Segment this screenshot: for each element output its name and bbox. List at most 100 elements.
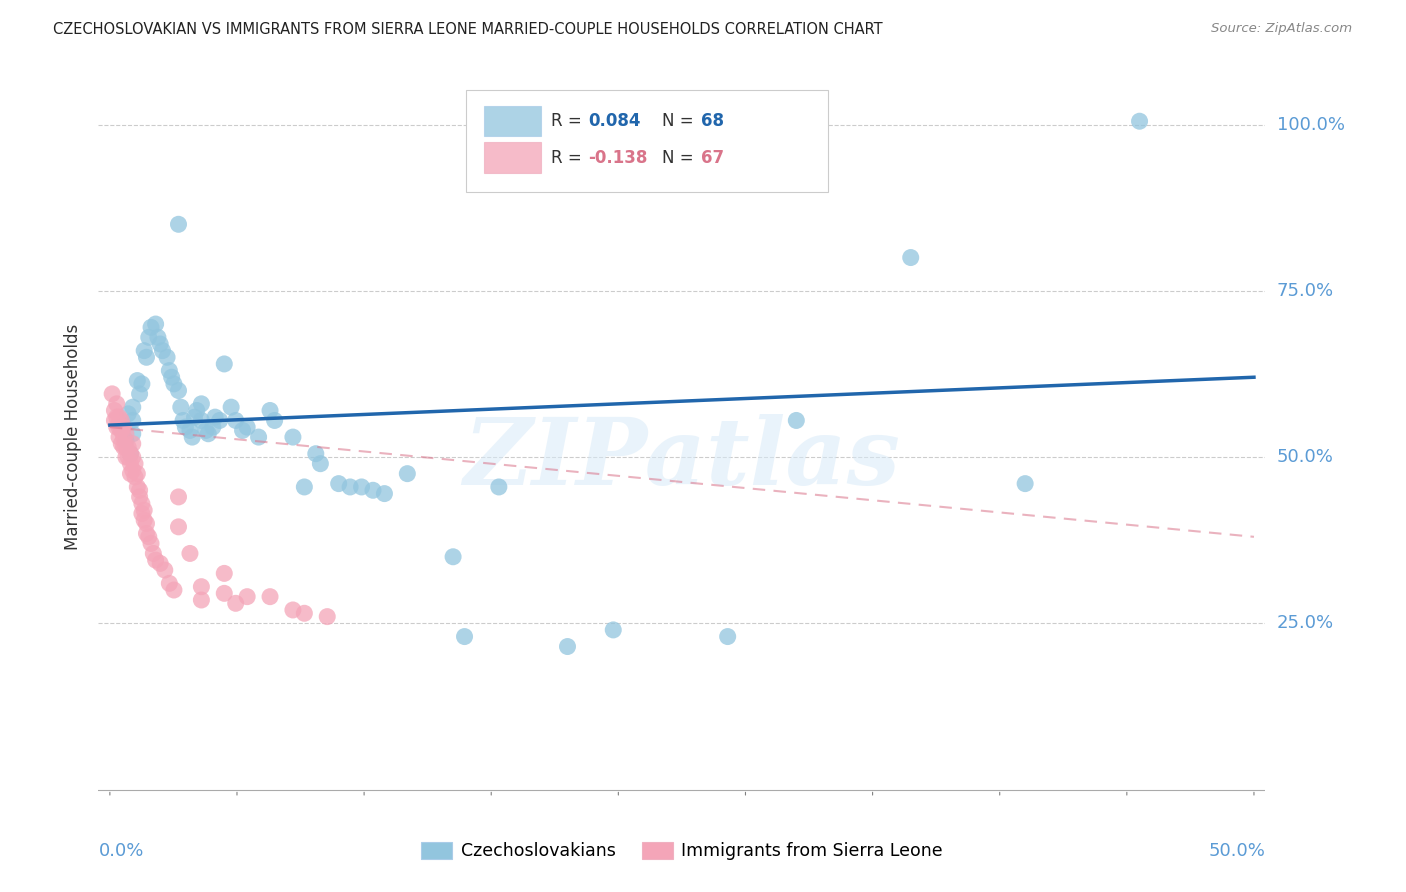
Point [328,476,350,491]
Point [149,557,172,571]
Point [281,603,304,617]
Point [247,430,270,444]
Point [441,549,464,564]
Point [373,486,395,500]
Point [110,424,132,438]
Point [181,430,204,444]
Point [103,403,125,417]
Point [128,483,150,498]
Point [152,343,174,358]
Point [138,530,160,544]
Point [214,566,236,581]
Point [174,420,197,434]
Point [163,582,186,597]
Point [281,430,304,444]
Point [120,467,142,481]
Point [110,436,132,450]
Point [292,607,315,621]
Point [128,387,150,401]
Point [121,413,143,427]
Point [138,330,160,344]
Point [128,490,150,504]
Point [135,516,157,531]
Point [110,420,132,434]
Point [219,400,242,414]
Point [134,503,156,517]
Point [120,447,142,461]
Point [112,440,135,454]
Point [124,457,146,471]
Text: 100.0%: 100.0% [1277,116,1344,134]
Point [717,630,740,644]
Point [183,410,205,425]
Point [785,413,807,427]
Point [135,351,157,365]
Point [124,470,146,484]
Point [167,217,190,231]
Text: 68: 68 [700,112,724,130]
Point [127,480,149,494]
Point [305,447,328,461]
Point [103,413,125,427]
Point [396,467,419,481]
Point [108,410,131,425]
Point [232,424,254,438]
Point [225,596,247,610]
Text: N =: N = [662,149,699,167]
Text: ZIPatlas: ZIPatlas [464,414,900,504]
Text: N =: N = [662,112,699,130]
Text: 0.0%: 0.0% [98,842,143,860]
Point [160,370,183,384]
Point [131,507,153,521]
Point [112,420,135,434]
Point [117,450,139,464]
Point [134,343,156,358]
Point [190,397,212,411]
Point [190,593,212,607]
Point [142,546,165,560]
Text: 50.0%: 50.0% [1277,448,1333,466]
Point [139,320,162,334]
Point [117,440,139,454]
Point [350,480,373,494]
Point [208,413,231,427]
Point [170,400,193,414]
Point [361,483,384,498]
Point [112,430,135,444]
Point [190,580,212,594]
Point [339,480,361,494]
Point [153,563,176,577]
Point [214,586,236,600]
Point [145,553,167,567]
Point [108,420,131,434]
Point [131,497,153,511]
Point [316,609,339,624]
Point [110,413,132,427]
FancyBboxPatch shape [484,143,541,173]
Point [139,536,162,550]
Text: 50.0%: 50.0% [1209,842,1265,860]
Point [1128,114,1150,128]
Point [292,480,315,494]
Point [186,403,208,417]
Point [127,374,149,388]
Text: 0.084: 0.084 [589,112,641,130]
Point [197,426,219,441]
Point [105,397,128,411]
Point [557,640,579,654]
Point [146,330,169,344]
Legend: Czechoslovakians, Immigrants from Sierra Leone: Czechoslovakians, Immigrants from Sierra… [413,835,950,867]
Text: CZECHOSLOVAKIAN VS IMMIGRANTS FROM SIERRA LEONE MARRIED-COUPLE HOUSEHOLDS CORREL: CZECHOSLOVAKIAN VS IMMIGRANTS FROM SIERR… [53,22,883,37]
Point [105,410,128,425]
Point [121,426,143,441]
Point [156,351,179,365]
Point [172,413,194,427]
Point [263,413,285,427]
Point [225,413,247,427]
Point [120,457,142,471]
Point [179,424,201,438]
Point [157,576,180,591]
Y-axis label: Married-couple Households: Married-couple Households [63,324,82,550]
Point [259,590,281,604]
Point [309,457,332,471]
